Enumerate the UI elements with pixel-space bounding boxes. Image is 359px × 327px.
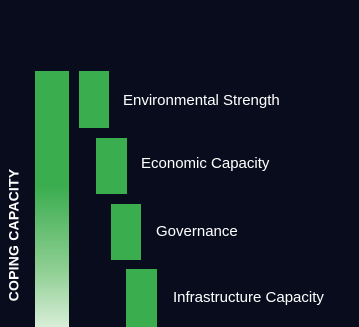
economic-capacity-label: Economic Capacity: [141, 155, 270, 172]
environmental-strength-label: Environmental Strength: [123, 92, 280, 109]
infrastructure-capacity-block: [126, 269, 157, 327]
infrastructure-capacity-label: Infrastructure Capacity: [173, 289, 324, 306]
environmental-strength-block: [79, 71, 109, 128]
coping-capacity-bar: [35, 71, 69, 327]
coping-capacity-label: COPING CAPACITY: [5, 168, 22, 301]
coping-capacity-label-container: COPING CAPACITY: [2, 142, 24, 327]
governance-block: [111, 204, 141, 260]
governance-label: Governance: [156, 223, 238, 240]
economic-capacity-block: [96, 138, 127, 194]
